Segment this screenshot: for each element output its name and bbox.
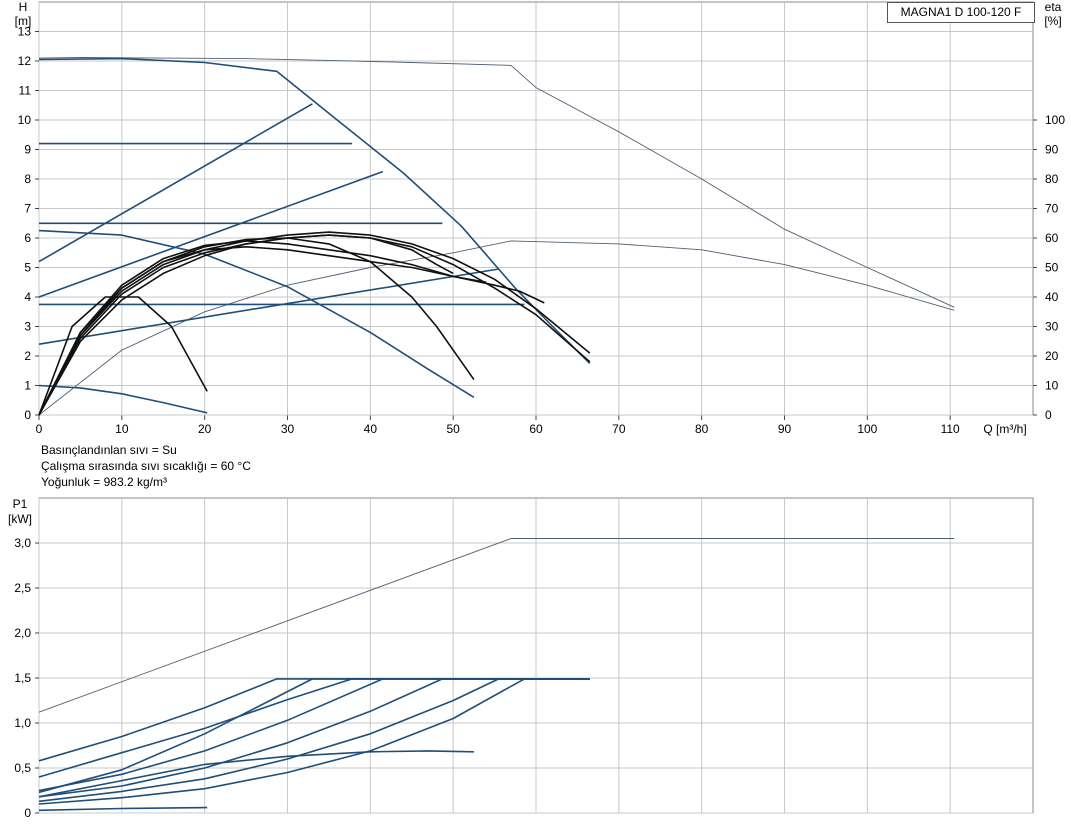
head-curve-3 [38, 103, 313, 263]
x-tick-label: 90 [778, 422, 792, 436]
power-curve-7 [38, 678, 590, 805]
power-curve-4 [38, 678, 590, 792]
efficiency-curve-15 [38, 240, 545, 416]
power-tick-label: 0 [24, 806, 31, 820]
x-tick-label: 40 [364, 422, 378, 436]
power-axis-unit: [kW] [8, 512, 32, 526]
model-name-box: MAGNA1 D 100-120 F [887, 2, 1035, 23]
power-curve-9 [38, 806, 208, 812]
efficiency-curve-11 [38, 296, 208, 416]
x-tick-label: 100 [857, 422, 877, 436]
head-curve-4 [38, 170, 384, 298]
head-tick-label: 6 [24, 231, 31, 245]
head-curve-5 [38, 268, 499, 345]
eta-tick-label: 50 [1045, 261, 1059, 275]
head-tick-label: 2 [24, 349, 31, 363]
head-tick-label: 7 [24, 202, 31, 216]
eta-tick-label: 40 [1045, 290, 1059, 304]
power-axis-label: P1 [13, 497, 28, 511]
head-axis-unit: [m] [15, 14, 32, 28]
eta-tick-label: 30 [1045, 320, 1059, 334]
eta-tick-label: 70 [1045, 202, 1059, 216]
eta-axis-unit: [%] [1044, 14, 1061, 28]
eta-tick-label: 20 [1045, 349, 1059, 363]
flow-axis-label: Q [m³/h] [983, 422, 1026, 436]
head-axis-label: H [19, 0, 28, 14]
power-tick-label: 1,5 [14, 671, 31, 685]
x-tick-label: 80 [695, 422, 709, 436]
head-chart-series [38, 57, 955, 416]
power-curve-5 [38, 678, 590, 798]
x-tick-label: 70 [612, 422, 626, 436]
x-tick-label: 60 [529, 422, 543, 436]
x-tick-label: 30 [281, 422, 295, 436]
eta-tick-label: 80 [1045, 172, 1059, 186]
power-chart-labels: 0 0,5 1,0 1,5 2,0 2,5 3,0 P1[kW] [8, 497, 32, 820]
eta-tick-label: 90 [1045, 143, 1059, 157]
power-tick-label: 2,5 [14, 581, 31, 595]
head-tick-label: 9 [24, 143, 31, 157]
eta-tick-label: 60 [1045, 231, 1059, 245]
head-tick-label: 3 [24, 320, 31, 334]
head-tick-label: 13 [18, 25, 32, 39]
head-chart-labels: 0 10 20 30 40 50 60 70 80 90 100 110012345678910111… [15, 0, 1066, 436]
head-tick-label: 8 [24, 172, 31, 186]
head-chart-grid [35, 1, 1037, 420]
power-tick-label: 3,0 [14, 536, 31, 550]
x-tick-label: 10 [115, 422, 129, 436]
power-curve-6 [38, 678, 590, 803]
temperature-info: Çalışma sırasında sıvı sıcaklığı = 60 °C [41, 459, 251, 473]
x-tick-label: 0 [36, 422, 43, 436]
fluid-info: Basınçlandınlan sıvı = Su [41, 443, 177, 457]
efficiency-curve-1 [38, 240, 955, 416]
x-tick-label: 20 [198, 422, 212, 436]
efficiency-curve-13 [38, 231, 591, 416]
head-curve-9 [38, 229, 475, 398]
eta-tick-label: 100 [1045, 113, 1065, 127]
power-curve-8 [38, 750, 474, 798]
power-tick-label: 1,0 [14, 716, 31, 730]
head-tick-label: 11 [19, 84, 32, 98]
eta-tick-label: 0 [1045, 408, 1052, 422]
x-tick-label: 50 [446, 422, 460, 436]
head-tick-label: 1 [24, 379, 31, 393]
x-tick-label: 110 [941, 422, 960, 436]
head-tick-label: 12 [18, 54, 32, 68]
eta-axis-label: eta [1045, 0, 1062, 14]
power-curve-0 [38, 538, 955, 713]
efficiency-curve-17 [38, 234, 454, 416]
head-tick-label: 0 [24, 408, 31, 422]
head-curve-10 [38, 384, 208, 414]
head-tick-label: 10 [18, 113, 32, 127]
head-tick-label: 5 [24, 261, 31, 275]
head-tick-label: 4 [24, 290, 31, 304]
power-chart-series [38, 538, 955, 812]
head-curve-0 [38, 57, 955, 308]
power-tick-label: 2,0 [14, 626, 31, 640]
power-tick-label: 0,5 [14, 761, 31, 775]
power-chart-grid [35, 497, 1034, 814]
density-info: Yoğunluk = 983.2 kg/m³ [41, 475, 167, 489]
eta-tick-label: 10 [1045, 379, 1059, 393]
efficiency-curve-16 [38, 246, 487, 416]
